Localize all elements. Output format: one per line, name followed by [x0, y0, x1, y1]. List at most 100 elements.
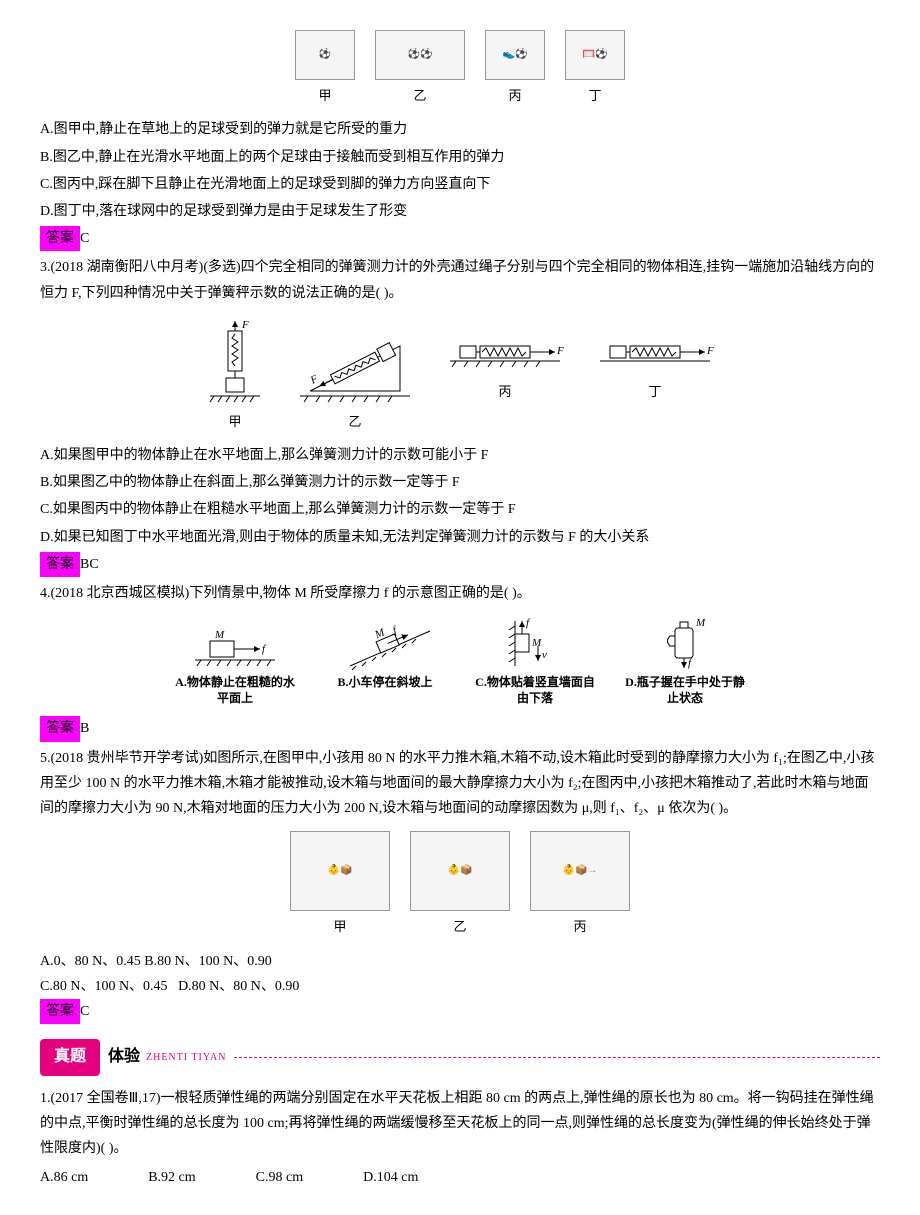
svg-text:f: f [526, 617, 531, 629]
q2-opt-d: D.图丁中,落在球网中的足球受到弹力是由于足球发生了形变 [40, 199, 880, 224]
q2-opt-c: C.图丙中,踩在脚下且静止在光滑地面上的足球受到脚的弹力方向竖直向下 [40, 172, 880, 197]
q3-opt-c: C.如果图丙中的物体静止在粗糙水平地面上,那么弹簧测力计的示数一定等于 F [40, 497, 880, 522]
fig-caption: D.瓶子握在手中处于静止状态 [620, 675, 750, 706]
spring-bing-svg: F [440, 316, 570, 376]
q5-opts-row1: A.0、80 N、0.45 B.80 N、100 N、0.90 [40, 949, 880, 974]
q4-answer-line: 答案B [40, 716, 880, 741]
q3-answer-line: 答案BC [40, 552, 880, 577]
q3-opt-b: B.如果图乙中的物体静止在斜面上,那么弹簧测力计的示数一定等于 F [40, 470, 880, 495]
svg-text:v: v [542, 649, 547, 661]
q4-fig-c: M f v C.物体贴着竖直墙面自由下落 [470, 616, 600, 706]
q4-fig-a: M f A.物体静止在粗糙的水平面上 [170, 616, 300, 706]
svg-text:F: F [556, 345, 564, 357]
zt1-opt-a: A.86 cm [40, 1165, 88, 1190]
q2-figures: ⚽ 甲 ⚽⚽ 乙 👟⚽ 丙 🥅⚽ 丁 [40, 30, 880, 107]
soccer-yi-image: ⚽⚽ [375, 30, 465, 80]
fig-label: 丁 [648, 380, 661, 403]
q2-answer: C [80, 231, 89, 246]
zhenti-pinyin: ZHENTI TIYAN [146, 1049, 226, 1067]
q5-answer: C [80, 1004, 89, 1019]
fig-label: 甲 [333, 915, 346, 938]
svg-text:f: f [688, 657, 693, 669]
svg-text:F: F [706, 345, 714, 357]
q4-stem: 4.(2018 北京西城区模拟)下列情景中,物体 M 所受摩擦力 f 的示意图正… [40, 581, 880, 606]
q5-fig-bing: 👶📦→ 丙 [530, 831, 630, 938]
svg-text:F: F [241, 319, 249, 331]
q3-opt-a: A.如果图甲中的物体静止在水平地面上,那么弹簧测力计的示数可能小于 F [40, 443, 880, 468]
friction-c-svg: M f v [490, 616, 580, 671]
push-yi-image: 👶📦 [410, 831, 510, 911]
q2-fig-jia: ⚽ 甲 [295, 30, 355, 107]
zhenti-badge: 真题 [40, 1039, 100, 1076]
q2-answer-line: 答案C [40, 226, 880, 251]
q2-opt-b: B.图乙中,静止在光滑水平地面上的两个足球由于接触而受到相互作用的弹力 [40, 145, 880, 170]
q4-fig-b: M f B.小车停在斜坡上 [320, 616, 450, 706]
q4-fig-d: M f D.瓶子握在手中处于静止状态 [620, 616, 750, 706]
q5-opt-b: B.80 N、100 N、0.90 [144, 954, 272, 969]
soccer-ding-image: 🥅⚽ [565, 30, 625, 80]
q5-fig-jia: 👶📦 甲 [290, 831, 390, 938]
friction-d-svg: M f [640, 616, 730, 671]
svg-text:f: f [262, 643, 267, 655]
answer-label: 答案 [40, 999, 80, 1024]
fig-label: 丁 [588, 84, 601, 107]
q5-fig-yi: 👶📦 乙 [410, 831, 510, 938]
zt1-opt-b: B.92 cm [148, 1165, 195, 1190]
q2-fig-bing: 👟⚽ 丙 [485, 30, 545, 107]
svg-text:M: M [695, 617, 706, 629]
friction-b-svg: M f [330, 616, 440, 671]
q3-answer: BC [80, 557, 99, 572]
fig-label: 乙 [413, 84, 426, 107]
q5-answer-line: 答案C [40, 999, 880, 1024]
answer-label: 答案 [40, 552, 80, 577]
fig-caption: A.物体静止在粗糙的水平面上 [170, 675, 300, 706]
q5-opts-row2: C.80 N、100 N、0.45 D.80 N、80 N、0.90 [40, 974, 880, 999]
spring-ding-svg: F [590, 316, 720, 376]
q2-fig-ding: 🥅⚽ 丁 [565, 30, 625, 107]
q3-stem: 3.(2018 湖南衡阳八中月考)(多选)四个完全相同的弹簧测力计的外壳通过绳子… [40, 255, 880, 305]
push-jia-image: 👶📦 [290, 831, 390, 911]
fig-label: 丙 [573, 915, 586, 938]
fig-label: 甲 [228, 410, 241, 433]
svg-text:F: F [308, 372, 321, 386]
zt1-opt-c: C.98 cm [256, 1165, 303, 1190]
fig-label: 丙 [508, 84, 521, 107]
q3-fig-jia: F 甲 [200, 316, 270, 433]
q5-opt-c: C.80 N、100 N、0.45 [40, 979, 168, 994]
friction-a-svg: M f [180, 616, 290, 671]
spring-yi-svg: F [290, 316, 420, 406]
q2-opt-a: A.图甲中,静止在草地上的足球受到的弹力就是它所受的重力 [40, 117, 880, 142]
q3-fig-bing: F 丙 [440, 316, 570, 433]
svg-text:M: M [214, 629, 225, 641]
zhenti-line [234, 1057, 880, 1058]
zt1-opt-d: D.104 cm [363, 1165, 418, 1190]
soccer-bing-image: 👟⚽ [485, 30, 545, 80]
soccer-jia-image: ⚽ [295, 30, 355, 80]
zt1-opts: A.86 cm B.92 cm C.98 cm D.104 cm [40, 1165, 880, 1190]
fig-caption: B.小车停在斜坡上 [337, 675, 432, 691]
q2-fig-yi: ⚽⚽ 乙 [375, 30, 465, 107]
fig-label: 乙 [348, 410, 361, 433]
fig-label: 甲 [318, 84, 331, 107]
zt1-stem: 1.(2017 全国卷Ⅲ,17)一根轻质弹性绳的两端分别固定在水平天花板上相距 … [40, 1086, 880, 1162]
q5-stem: 5.(2018 贵州毕节开学考试)如图所示,在图甲中,小孩用 80 N 的水平力… [40, 746, 880, 822]
spring-jia-svg: F [200, 316, 270, 406]
q3-opt-d: D.如果已知图丁中水平地面光滑,则由于物体的质量未知,无法判定弹簧测力计的示数与… [40, 525, 880, 550]
push-bing-image: 👶📦→ [530, 831, 630, 911]
q3-fig-ding: F 丁 [590, 316, 720, 433]
q5-opt-a: A.0、80 N、0.45 [40, 954, 141, 969]
answer-label: 答案 [40, 716, 80, 741]
q3-fig-yi: F 乙 [290, 316, 420, 433]
q5-figures: 👶📦 甲 👶📦 乙 👶📦→ 丙 [40, 831, 880, 938]
q5-opt-d: D.80 N、80 N、0.90 [178, 979, 299, 994]
q4-figures: M f A.物体静止在粗糙的水平面上 M f B [40, 616, 880, 706]
answer-label: 答案 [40, 226, 80, 251]
fig-label: 乙 [453, 915, 466, 938]
fig-caption: C.物体贴着竖直墙面自由下落 [470, 675, 600, 706]
q3-figures: F 甲 F [40, 316, 880, 433]
svg-text:M: M [531, 637, 542, 649]
fig-label: 丙 [498, 380, 511, 403]
q4-answer: B [80, 721, 89, 736]
zhenti-text: 体验 [108, 1043, 140, 1072]
zhenti-banner: 真题 体验 ZHENTI TIYAN [40, 1039, 880, 1076]
